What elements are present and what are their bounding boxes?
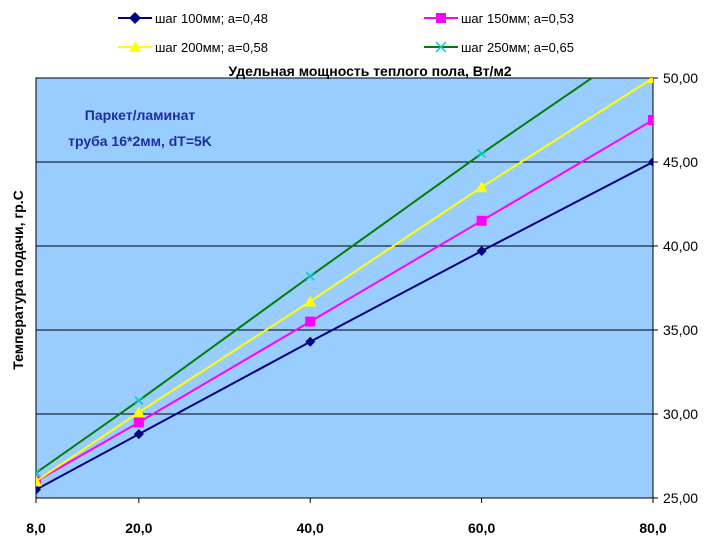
legend-label-4: шаг 250мм; a=0,65 [461, 40, 574, 55]
data-point [36, 475, 42, 487]
data-point [305, 336, 316, 347]
data-point [476, 246, 487, 257]
legend-marker-triangle-icon [129, 41, 141, 52]
data-point [648, 157, 653, 167]
data-point [304, 295, 317, 307]
x-axis-ticks: 8,0 20,0 40,0 60,0 80,0 [26, 498, 667, 536]
y-axis-ticks: 25,00 30,00 35,00 40,00 45,00 50,00 [653, 70, 698, 506]
legend: шаг 100мм; a=0,48 шаг 150мм; a=0,53 шаг … [118, 11, 574, 55]
data-point [133, 417, 144, 428]
y-tick-label: 50,00 [663, 70, 698, 86]
plot-area [35, 77, 654, 499]
x-tick-label: 60,0 [468, 520, 495, 536]
y-tick-label: 40,00 [663, 238, 698, 254]
legend-label-1: шаг 100мм; a=0,48 [155, 11, 268, 26]
data-point [305, 271, 315, 281]
y-tick-label: 25,00 [663, 490, 698, 506]
series-1 [36, 157, 653, 495]
legend-item-3: шаг 200мм; a=0,58 [118, 40, 268, 55]
legend-marker-x-icon [435, 41, 447, 53]
x-tick-label: 40,0 [297, 520, 324, 536]
data-point [134, 396, 144, 406]
legend-label-3: шаг 200мм; a=0,58 [155, 40, 268, 55]
data-point [305, 316, 316, 327]
y-tick-label: 35,00 [663, 322, 698, 338]
annotation-line-2: труба 16*2мм, dT=5K [68, 133, 212, 149]
data-point [477, 149, 487, 159]
chart-title: Удельная мощность теплого пола, Вт/м2 [228, 63, 511, 79]
y-axis-label: Температура подачи, гр.С [10, 190, 26, 369]
series-3 [36, 78, 653, 487]
legend-item-4: шаг 250мм; a=0,65 [424, 40, 574, 55]
data-point [36, 468, 41, 478]
series-4 [36, 32, 657, 478]
x-tick-label: 80,0 [639, 520, 666, 536]
data-point [476, 215, 487, 226]
legend-marker-square-icon [436, 13, 446, 23]
data-point [133, 429, 144, 440]
legend-label-2: шаг 150мм; a=0,53 [461, 11, 574, 26]
legend-marker-diamond-icon [129, 12, 141, 24]
data-point [36, 484, 41, 495]
x-tick-label: 8,0 [26, 520, 46, 536]
data-point [647, 78, 653, 83]
y-tick-label: 30,00 [663, 406, 698, 422]
x-tick-label: 20,0 [125, 520, 152, 536]
y-tick-label: 45,00 [663, 154, 698, 170]
legend-item-2: шаг 150мм; a=0,53 [424, 11, 574, 26]
annotation-line-1: Паркет/ламинат [85, 107, 196, 123]
data-point [649, 32, 657, 40]
data-point [648, 115, 653, 125]
data-point [132, 406, 145, 418]
legend-item-1: шаг 100мм; a=0,48 [118, 11, 268, 26]
data-point [475, 181, 488, 193]
series-layer [36, 32, 657, 495]
